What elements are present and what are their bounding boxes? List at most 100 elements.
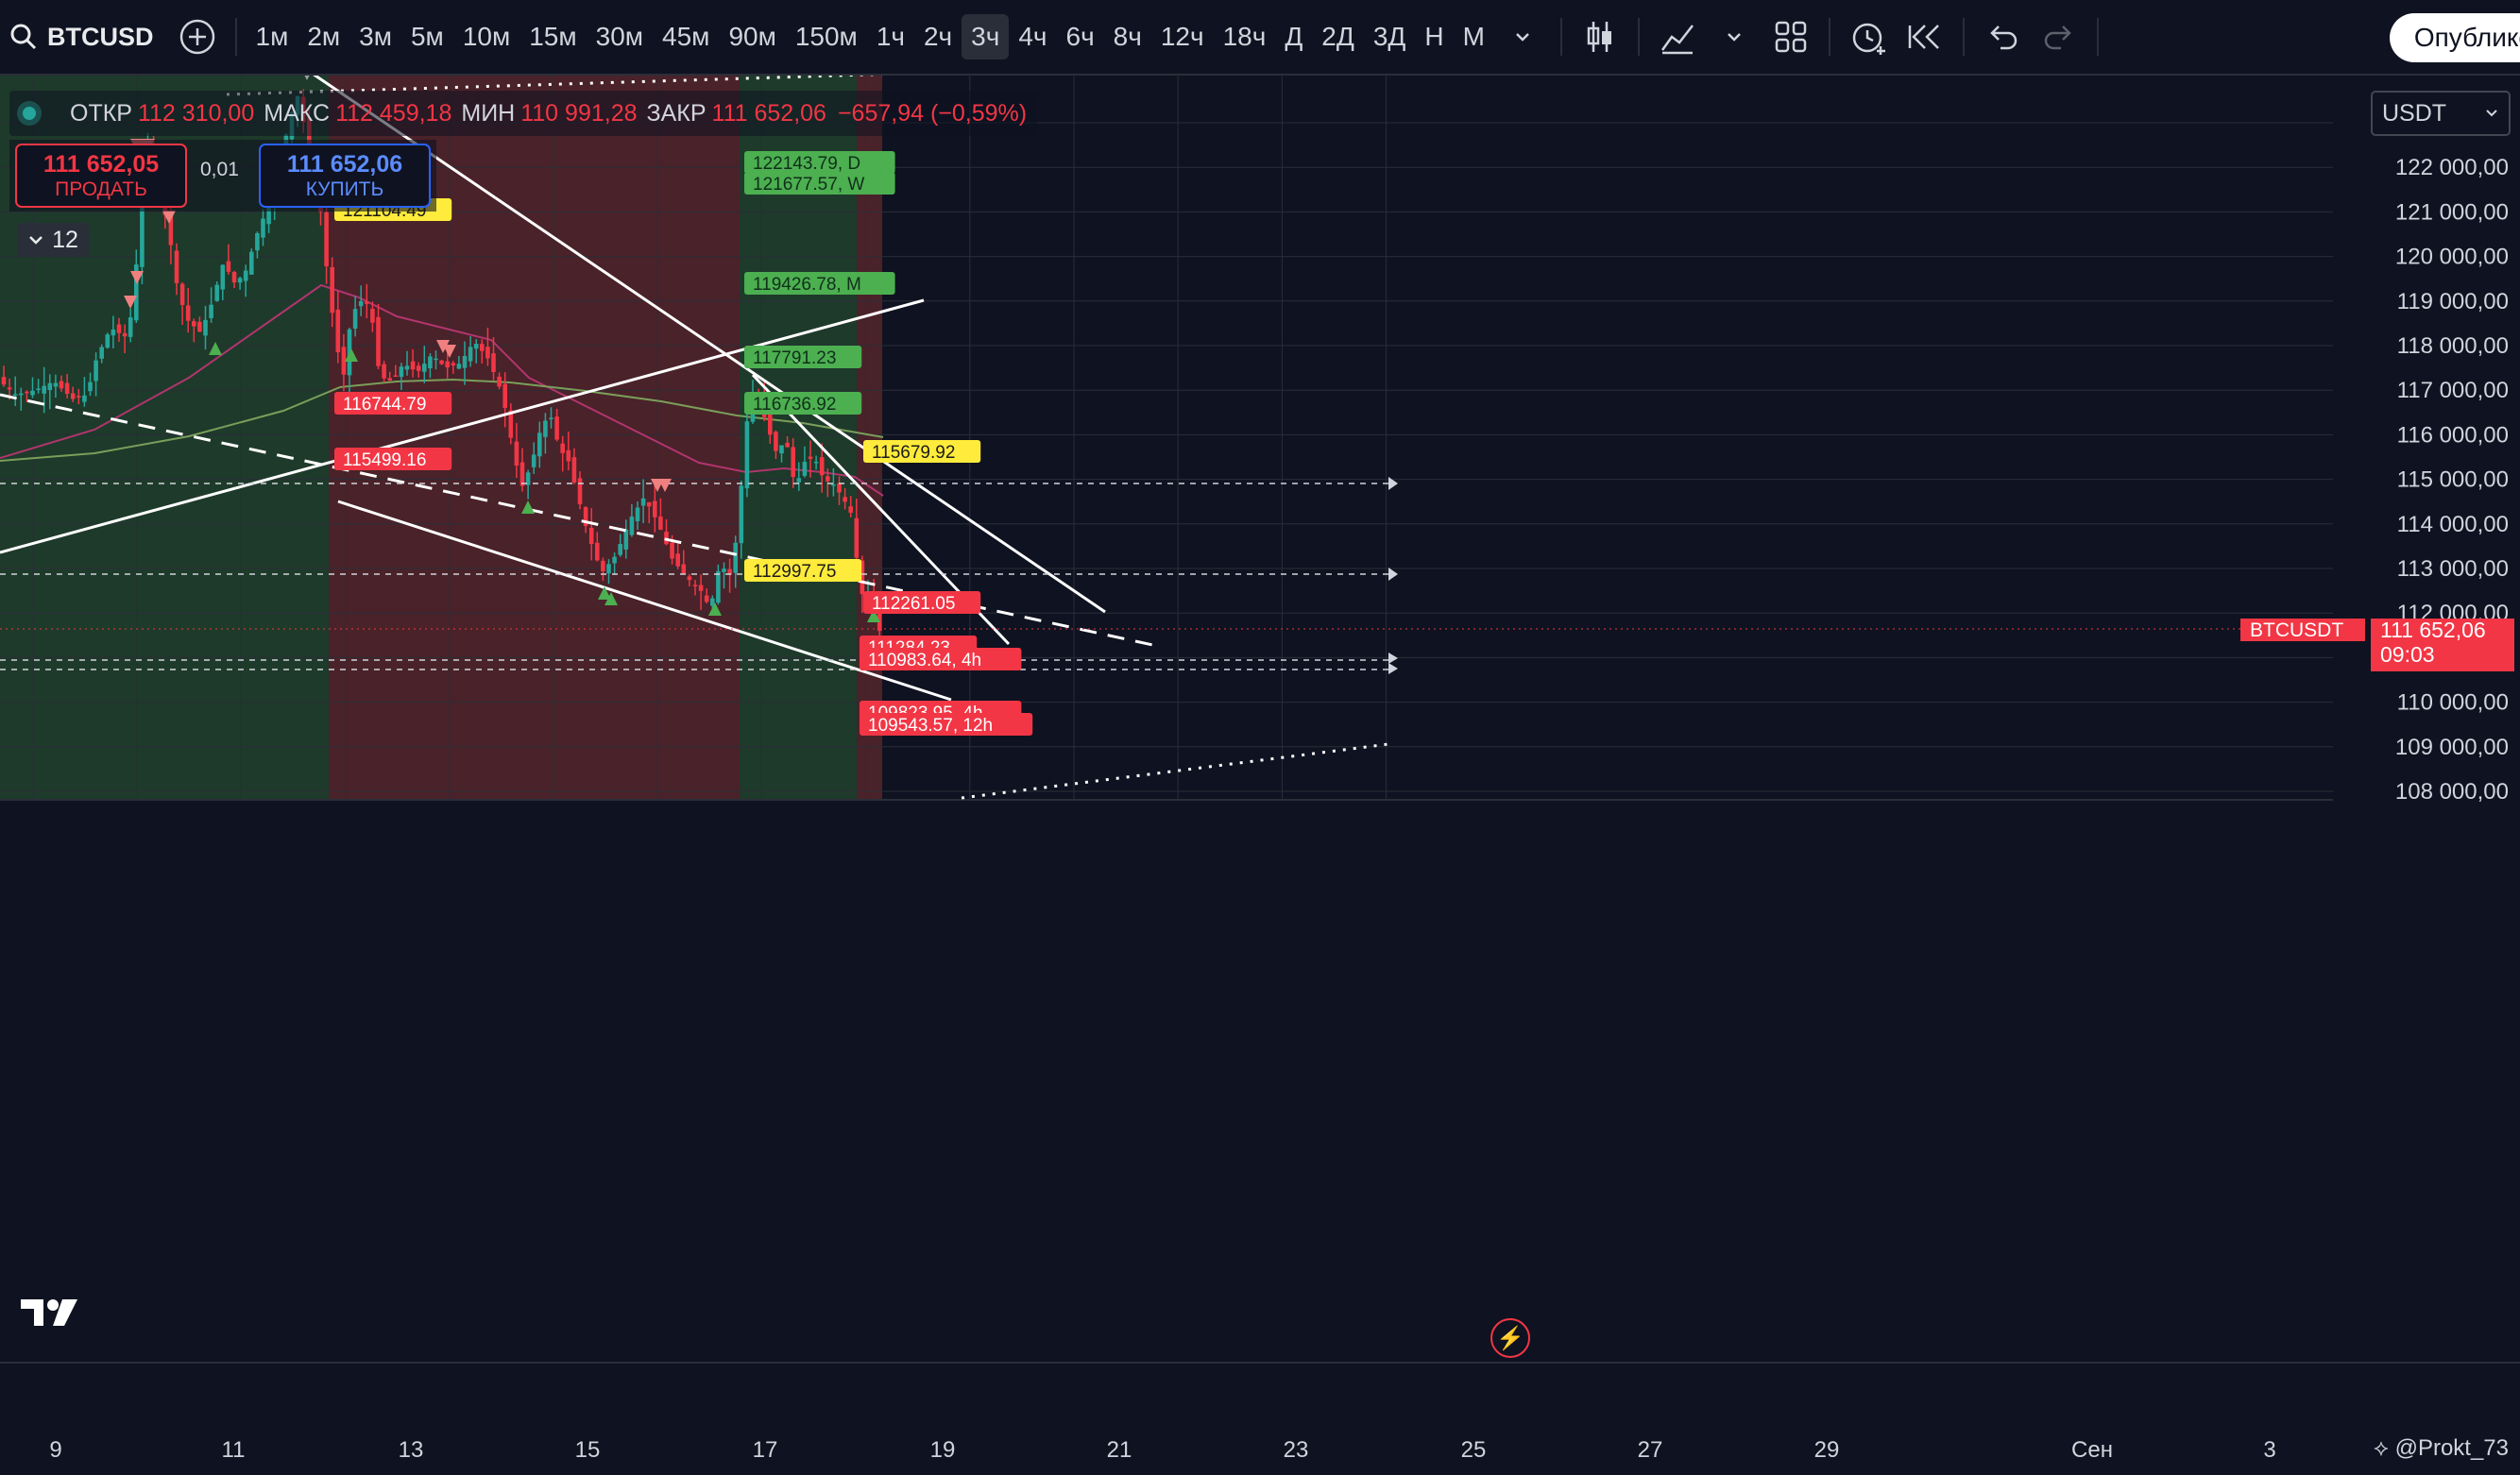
interval-12[interactable]: 3ч	[962, 14, 1010, 59]
signal-marker-5	[345, 348, 358, 362]
price-tick-4: 119 000,00	[2397, 289, 2509, 314]
signal-marker-8	[521, 500, 535, 514]
interval-21[interactable]: Н	[1424, 22, 1444, 51]
level-handle-b-1	[1388, 663, 1398, 674]
interval-5[interactable]: 15м	[529, 22, 577, 51]
candle-body-117	[675, 553, 680, 567]
signal-marker-15	[304, 76, 310, 80]
session-zone-2	[740, 76, 857, 800]
price-tick-3: 120 000,00	[2395, 245, 2509, 270]
interval-15[interactable]: 8ч	[1113, 22, 1142, 51]
interval-6[interactable]: 30м	[595, 22, 644, 51]
interval-8[interactable]: 90м	[728, 22, 776, 51]
interval-3[interactable]: 5м	[410, 22, 444, 51]
candle-body-19	[111, 329, 116, 336]
interval-19[interactable]: 2Д	[1321, 22, 1354, 51]
buy-label: КУПИТЬ	[305, 178, 384, 200]
ma-green-line	[0, 378, 884, 462]
candle-body-93	[537, 432, 542, 457]
layout-button[interactable]	[1770, 16, 1812, 58]
signal-marker-6	[436, 340, 450, 353]
candle-body-15	[88, 381, 93, 392]
alert-button[interactable]	[1847, 16, 1889, 58]
compare-symbol-button[interactable]	[177, 16, 218, 58]
signal-marker-4	[209, 342, 222, 355]
candle-body-104	[601, 560, 605, 571]
redo-button[interactable]	[2038, 16, 2080, 58]
level-label-bg-8	[863, 440, 981, 463]
signal-marker-7	[443, 345, 456, 358]
candle-body-126	[727, 568, 732, 575]
candle-body-67	[387, 378, 392, 381]
candle-body-16	[94, 360, 98, 381]
candle-body-84	[485, 347, 490, 359]
candle-body-81	[468, 347, 473, 362]
candle-body-36	[209, 304, 213, 318]
indicators-dropdown-button[interactable]	[1713, 16, 1755, 58]
candle-body-119	[687, 576, 692, 581]
interval-1[interactable]: 2м	[307, 22, 341, 51]
interval-2[interactable]: 3м	[359, 22, 392, 51]
interval-20[interactable]: 3Д	[1372, 22, 1406, 51]
buy-button[interactable]: 111 652,06 КУПИТЬ	[259, 144, 431, 208]
interval-9[interactable]: 150м	[794, 22, 858, 51]
currency-select[interactable]: USDT	[2371, 91, 2511, 136]
time-tick-4: 17	[752, 1437, 778, 1463]
interval-11[interactable]: 2ч	[923, 22, 953, 51]
candle-body-32	[185, 305, 191, 321]
level-label-text-14: 109543.57, 12h	[868, 716, 993, 736]
interval-17[interactable]: 18ч	[1222, 22, 1267, 51]
candle-body-120	[692, 585, 698, 586]
interval-14[interactable]: 6ч	[1065, 22, 1095, 51]
replay-button[interactable]	[1904, 16, 1946, 58]
price-tick-13: 110 000,00	[2397, 690, 2509, 716]
interval-10[interactable]: 1ч	[876, 22, 905, 51]
level-label-text-4: 121677.57, W	[753, 175, 864, 195]
candle-body-122	[704, 595, 709, 602]
candle-body-100	[577, 478, 583, 505]
close-label: ЗАКР	[646, 99, 707, 127]
interval-dropdown-button[interactable]	[1502, 16, 1543, 58]
candle-body-92	[531, 454, 536, 467]
level-label-8: 115679.92	[863, 440, 981, 463]
level-label-bg-3	[744, 151, 895, 174]
close-value: 111 652,06	[711, 99, 826, 127]
symbol-search[interactable]: BTCUSD	[9, 23, 154, 52]
undo-button[interactable]	[1982, 16, 2023, 58]
candle-body-127	[733, 542, 738, 573]
chart-type-button[interactable]	[1579, 16, 1621, 58]
interval-18[interactable]: Д	[1285, 22, 1303, 51]
interval-22[interactable]: М	[1462, 22, 1485, 51]
price-tick-1: 122 000,00	[2395, 155, 2509, 180]
candle-body-133	[768, 415, 773, 435]
indicators-button[interactable]	[1657, 16, 1698, 58]
candle-body-21	[122, 332, 128, 337]
publish-button[interactable]: Опублико	[2389, 13, 2520, 62]
candle-body-70	[404, 365, 410, 370]
interval-7[interactable]: 45м	[662, 22, 710, 51]
candle-body-113	[653, 500, 657, 517]
trendline-falling-upper	[313, 76, 1106, 614]
flash-icon[interactable]: ⚡	[1490, 1318, 1530, 1358]
time-axis[interactable]	[0, 1362, 2520, 1475]
tradingview-logo[interactable]	[19, 1296, 81, 1334]
candle-body-64	[370, 309, 375, 323]
last-price-symbol-bg	[2240, 619, 2365, 641]
time-tick-0: 9	[49, 1437, 62, 1463]
candle-body-95	[549, 417, 553, 419]
interval-13[interactable]: 4ч	[1018, 22, 1047, 51]
signal-marker-12	[651, 479, 664, 492]
sell-button[interactable]: 111 652,05 ПРОДАТЬ	[15, 144, 187, 208]
candle-body-89	[514, 441, 519, 466]
candle-body-111	[640, 498, 646, 506]
interval-16[interactable]: 12ч	[1160, 22, 1204, 51]
interval-4[interactable]: 10м	[462, 22, 511, 51]
indicators-toggle-button[interactable]: 12	[17, 223, 89, 257]
candle-body-38	[220, 264, 226, 290]
level-label-bg-4	[744, 172, 895, 195]
candle-body-145	[837, 483, 842, 493]
level-label-2: 115499.16	[334, 448, 452, 470]
interval-0[interactable]: 1м	[255, 22, 289, 51]
